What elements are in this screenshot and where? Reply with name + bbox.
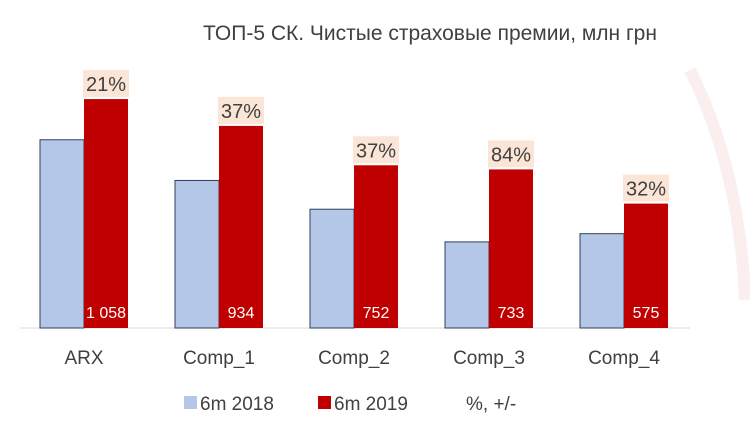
change-label-bg-Comp_4 — [623, 174, 669, 202]
bar-2019-Comp_4 — [624, 203, 668, 328]
change-label-Comp_1: 37% — [221, 101, 261, 123]
change-label-Comp_4: 32% — [626, 179, 666, 201]
change-label-bg-Comp_3 — [488, 140, 534, 168]
category-label-Comp_1: Comp_1 — [183, 348, 255, 369]
value-label-2019-Comp_4: 575 — [633, 305, 660, 322]
value-label-2019-Comp_1: 934 — [228, 305, 255, 322]
legend-swatch-2018 — [184, 396, 197, 409]
change-label-bg-Comp_1 — [218, 96, 264, 124]
category-label-ARX: ARX — [64, 348, 103, 369]
bar-2018-Comp_3 — [444, 241, 490, 329]
chart-title: ТОП-5 СК. Чистые страховые премии, млн г… — [203, 22, 657, 45]
change-label-Comp_2: 37% — [356, 140, 396, 162]
bar-2018-Comp_4 — [579, 233, 625, 329]
bar-2019-Comp_3 — [489, 169, 533, 328]
legend-label-2019: 6m 2019 — [334, 394, 408, 415]
bar-2019-Comp_2 — [354, 165, 398, 328]
category-label-Comp_3: Comp_3 — [453, 348, 525, 369]
value-label-2019-ARX: 1 058 — [86, 305, 126, 322]
change-label-bg-Comp_2 — [353, 136, 399, 164]
bar-2018-Comp_1 — [174, 179, 220, 329]
bar-2018-ARX — [39, 139, 85, 329]
bar-2019-ARX — [84, 99, 128, 328]
legend-swatch-2019 — [318, 396, 331, 409]
value-label-2019-Comp_3: 733 — [498, 305, 525, 322]
change-label-ARX: 21% — [86, 74, 126, 96]
change-label-bg-ARX — [83, 70, 129, 98]
bar-2018-Comp_2 — [309, 208, 355, 329]
legend-label-2018: 6m 2018 — [200, 394, 274, 415]
category-label-Comp_2: Comp_2 — [318, 348, 390, 369]
change-label-Comp_3: 84% — [491, 144, 531, 166]
category-label-Comp_4: Comp_4 — [588, 348, 660, 369]
legend: 6m 2018 6m 2019 %, +/- — [184, 394, 516, 415]
decorative-arc — [684, 67, 750, 301]
value-label-2019-Comp_2: 752 — [363, 305, 390, 322]
bars-layer: 1 058 21% ARX 934 37% Comp_1 752 37% Comp_2 733 84… — [39, 70, 669, 369]
legend-label-change: %, +/- — [466, 394, 516, 415]
bar-2019-Comp_1 — [219, 125, 263, 328]
